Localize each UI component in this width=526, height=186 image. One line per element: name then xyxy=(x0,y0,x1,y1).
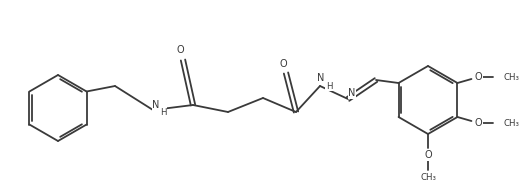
Text: O: O xyxy=(474,72,482,82)
Text: O: O xyxy=(279,59,287,69)
Text: O: O xyxy=(474,118,482,128)
Text: CH₃: CH₃ xyxy=(420,174,436,182)
Text: CH₃: CH₃ xyxy=(503,73,520,81)
Text: N: N xyxy=(153,100,160,110)
Text: H: H xyxy=(326,81,332,91)
Text: N: N xyxy=(348,88,356,98)
Text: N: N xyxy=(317,73,325,83)
Text: H: H xyxy=(160,108,166,116)
Text: O: O xyxy=(424,150,432,160)
Text: CH₃: CH₃ xyxy=(503,118,520,127)
Text: O: O xyxy=(176,45,184,55)
